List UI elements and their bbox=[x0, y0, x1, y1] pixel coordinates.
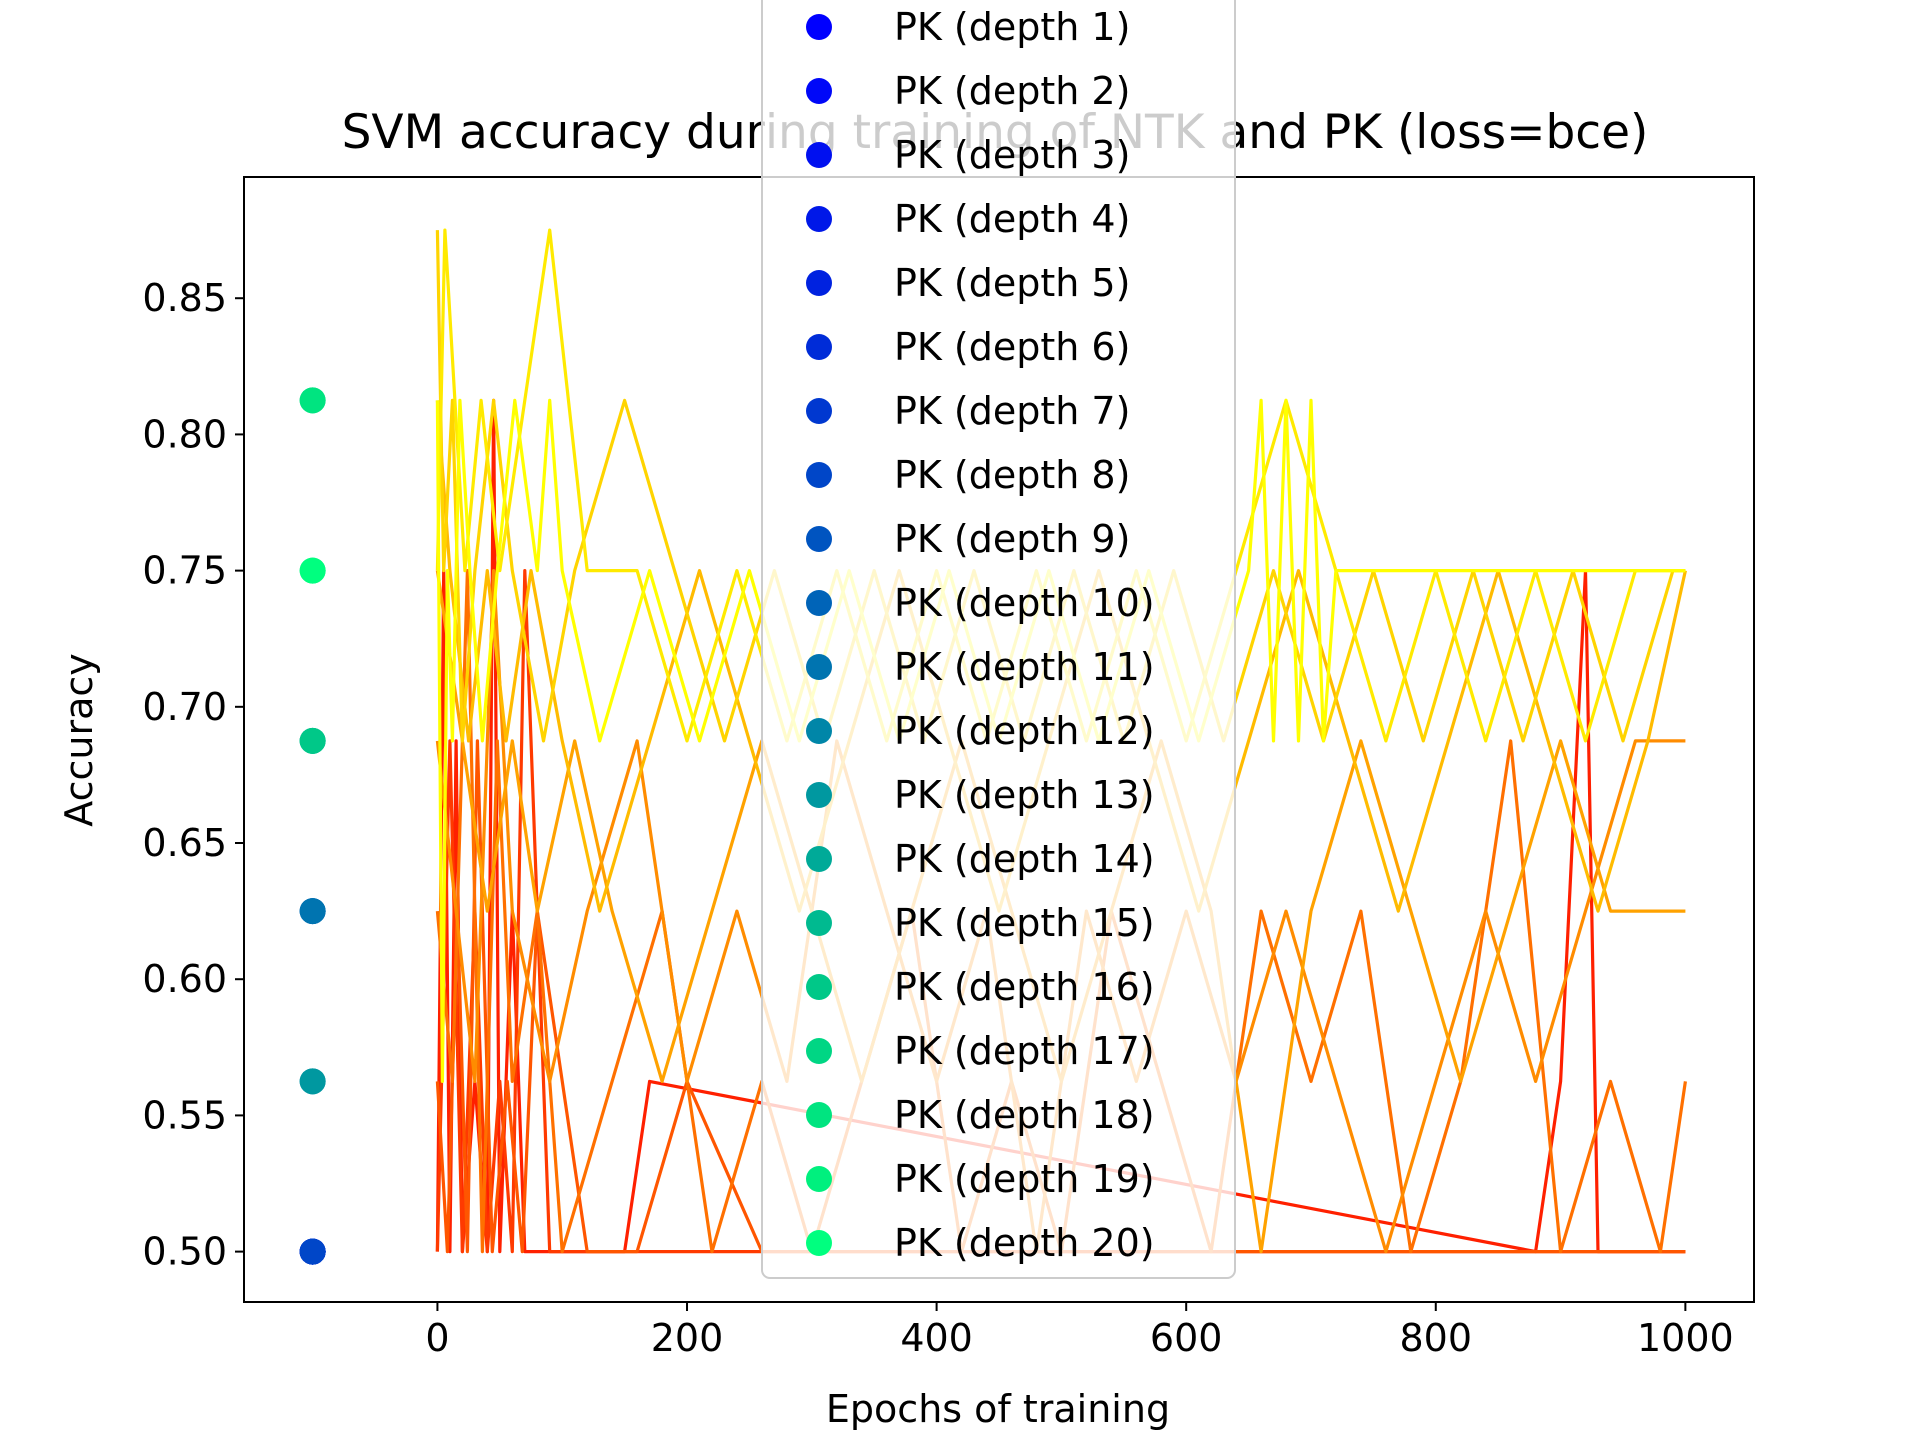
x-tick-label: 400 bbox=[900, 1316, 973, 1360]
x-tick-label: 0 bbox=[425, 1316, 449, 1360]
y-axis-label: Accuracy bbox=[57, 653, 101, 827]
legend-marker-depth-20 bbox=[806, 1230, 832, 1256]
legend-marker-depth-9 bbox=[806, 526, 832, 552]
legend-label-depth-10: PK (depth 10) bbox=[894, 581, 1155, 625]
y-tick-label: 0.50 bbox=[142, 1230, 227, 1274]
legend-marker-depth-7 bbox=[806, 398, 832, 424]
legend-marker-depth-19 bbox=[806, 1166, 832, 1192]
legend-label-depth-8: PK (depth 8) bbox=[894, 453, 1130, 497]
pk-point-depth-13 bbox=[299, 1068, 326, 1095]
y-tick-label: 0.85 bbox=[142, 276, 227, 320]
x-tick-label: 600 bbox=[1150, 1316, 1223, 1360]
x-axis-label: Epochs of training bbox=[826, 1387, 1170, 1431]
pk-points-group bbox=[299, 387, 326, 1265]
legend-marker-depth-12 bbox=[806, 718, 832, 744]
y-axis: 0.50 0.55 0.60 0.65 0.70 0.75 0.80 0.85 bbox=[142, 276, 244, 1274]
legend-marker-depth-14 bbox=[806, 846, 832, 872]
pk-point-depth-20 bbox=[299, 557, 326, 584]
legend-label-depth-6: PK (depth 6) bbox=[894, 325, 1130, 369]
legend-label-depth-18: PK (depth 18) bbox=[894, 1093, 1155, 1137]
y-tick-label: 0.80 bbox=[142, 412, 227, 456]
legend-label-depth-5: PK (depth 5) bbox=[894, 261, 1130, 305]
legend-marker-depth-4 bbox=[806, 206, 832, 232]
legend-marker-depth-11 bbox=[806, 654, 832, 680]
legend-marker-depth-6 bbox=[806, 334, 832, 360]
legend-label-depth-7: PK (depth 7) bbox=[894, 389, 1130, 433]
pk-point-depth-11 bbox=[299, 898, 326, 925]
pk-point-depth-16 bbox=[299, 727, 326, 754]
legend-label-depth-19: PK (depth 19) bbox=[894, 1157, 1155, 1201]
legend-marker-depth-17 bbox=[806, 1038, 832, 1064]
legend-marker-depth-18 bbox=[806, 1102, 832, 1128]
x-tick-label: 1000 bbox=[1637, 1316, 1734, 1360]
y-tick-label: 0.65 bbox=[142, 821, 227, 865]
legend-label-depth-3: PK (depth 3) bbox=[894, 133, 1130, 177]
legend-label-depth-16: PK (depth 16) bbox=[894, 965, 1155, 1009]
legend: PK (depth 1) PK (depth 2) PK (depth 3) PK (… bbox=[761, 0, 1236, 1279]
legend-marker-depth-5 bbox=[806, 270, 832, 296]
legend-marker-depth-16 bbox=[806, 974, 832, 1000]
legend-label-depth-4: PK (depth 4) bbox=[894, 197, 1130, 241]
y-tick-label: 0.75 bbox=[142, 549, 227, 593]
legend-marker-depth-15 bbox=[806, 910, 832, 936]
legend-label-depth-14: PK (depth 14) bbox=[894, 837, 1155, 881]
pk-point-depth-8 bbox=[299, 1238, 326, 1265]
y-tick-label: 0.60 bbox=[142, 957, 227, 1001]
legend-marker-depth-13 bbox=[806, 782, 832, 808]
legend-label-depth-20: PK (depth 20) bbox=[894, 1221, 1155, 1265]
legend-marker-depth-3 bbox=[806, 142, 832, 168]
legend-marker-depth-10 bbox=[806, 590, 832, 616]
legend-label-depth-15: PK (depth 15) bbox=[894, 901, 1155, 945]
legend-marker-depth-1 bbox=[806, 14, 832, 40]
legend-label-depth-13: PK (depth 13) bbox=[894, 773, 1155, 817]
legend-label-depth-9: PK (depth 9) bbox=[894, 517, 1130, 561]
legend-marker-depth-2 bbox=[806, 78, 832, 104]
legend-label-depth-1: PK (depth 1) bbox=[894, 5, 1130, 49]
x-axis: 0 200 400 600 800 1000 bbox=[425, 1302, 1734, 1360]
legend-box bbox=[761, 0, 1236, 1279]
legend-label-depth-12: PK (depth 12) bbox=[894, 709, 1155, 753]
y-tick-label: 0.70 bbox=[142, 685, 227, 729]
x-tick-label: 200 bbox=[651, 1316, 724, 1360]
ntk-series-line-3 bbox=[435, 739, 1686, 1254]
legend-marker-depth-8 bbox=[806, 462, 832, 488]
legend-label-depth-11: PK (depth 11) bbox=[894, 645, 1155, 689]
x-tick-label: 800 bbox=[1400, 1316, 1473, 1360]
legend-label-depth-17: PK (depth 17) bbox=[894, 1029, 1155, 1073]
pk-point-depth-18 bbox=[299, 387, 326, 414]
y-tick-label: 0.55 bbox=[142, 1093, 227, 1137]
legend-label-depth-2: PK (depth 2) bbox=[894, 69, 1130, 113]
